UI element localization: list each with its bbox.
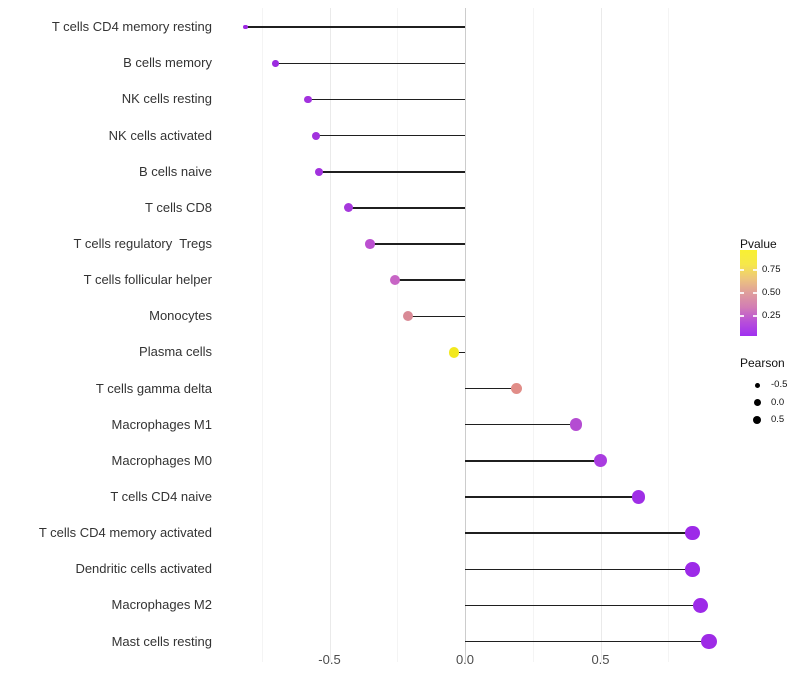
gridline-major	[600, 8, 602, 662]
gridline-minor	[532, 8, 534, 662]
pearson-legend-title: Pearson	[740, 356, 785, 370]
lollipop-dot	[243, 24, 248, 30]
lollipop-dot	[448, 347, 460, 358]
category-label: Macrophages M2	[111, 597, 212, 613]
gridline-minor	[261, 8, 263, 662]
pearson-legend-label: -0.5	[771, 379, 788, 390]
lollipop-stick	[465, 640, 709, 643]
lollipop-stick	[408, 315, 465, 318]
lollipop-stick	[465, 387, 517, 390]
lollipop-stick	[465, 568, 693, 571]
lollipop-stick	[315, 134, 465, 137]
lollipop-stick	[348, 207, 465, 209]
lollipop-stick	[370, 243, 465, 245]
category-label: Macrophages M0	[111, 452, 212, 468]
category-label: Plasma cells	[139, 344, 212, 360]
category-label: Monocytes	[149, 308, 212, 324]
gridline-major	[329, 8, 331, 662]
category-label: B cells naive	[139, 163, 212, 179]
colorbar-tick-left	[740, 315, 744, 317]
lollipop-stick	[275, 62, 465, 65]
lollipop-stick	[465, 496, 639, 498]
category-label: T cells regulatory Tregs	[73, 236, 212, 252]
lollipop-stick	[454, 351, 465, 354]
pearson-legend-label: 0.0	[771, 396, 785, 408]
lollipop-stick	[465, 460, 601, 462]
lollipop-dot	[272, 60, 279, 67]
lollipop-dot	[685, 562, 700, 577]
x-tick-label: -0.5	[318, 652, 341, 667]
colorbar-tick-right	[753, 269, 757, 271]
lollipop-dot	[594, 454, 607, 468]
colorbar-tick-right	[753, 292, 757, 294]
lollipop-dot	[403, 311, 414, 322]
gridline-zero	[465, 8, 466, 662]
lollipop-dot	[304, 95, 312, 104]
lollipop-stick	[465, 532, 693, 534]
pearson-legend-dot	[754, 382, 760, 388]
category-label: Mast cells resting	[111, 633, 212, 649]
lollipop-dot	[685, 525, 700, 541]
lollipop-dot	[365, 239, 375, 249]
lollipop-dot	[701, 633, 717, 650]
x-tick-label: 0.5	[591, 652, 610, 667]
lollipop-stick	[307, 98, 465, 101]
gridline-minor	[397, 8, 399, 662]
category-label: T cells CD4 memory activated	[38, 525, 212, 541]
colorbar-tick-left	[740, 292, 744, 294]
lollipop-stick	[465, 423, 577, 426]
category-label: Macrophages M1	[111, 416, 212, 432]
lollipop-stick	[394, 279, 465, 281]
lollipop-stick	[318, 171, 465, 173]
colorbar-tick-label: 0.25	[762, 310, 781, 321]
lollipop-dot	[631, 490, 646, 504]
gridline-minor	[668, 8, 670, 662]
lollipop-stick	[245, 26, 465, 28]
lollipop-dot	[569, 418, 583, 431]
colorbar-tick-label: 0.75	[762, 264, 781, 275]
category-label: B cells memory	[123, 55, 212, 71]
pvalue-colorbar	[740, 250, 757, 336]
category-label: T cells gamma delta	[95, 380, 212, 396]
pearson-legend-label: 0.5	[771, 414, 785, 425]
category-label: T cells CD8	[145, 199, 212, 215]
lollipop-stick	[465, 604, 701, 607]
colorbar-tick-right	[753, 315, 757, 317]
x-tick-label: 0.0	[455, 652, 475, 667]
pearson-legend-dot	[753, 399, 761, 406]
lollipop-dot	[314, 167, 323, 176]
category-label: NK cells activated	[108, 127, 212, 143]
category-label: T cells CD4 naive	[110, 489, 212, 505]
colorbar-tick-label: 0.50	[762, 287, 781, 298]
category-label: T cells follicular helper	[83, 272, 212, 288]
lollipop-dot	[311, 131, 320, 140]
lollipop-dot	[389, 275, 400, 286]
lollipop-dot	[510, 382, 523, 395]
pearson-legend-dot	[752, 415, 762, 425]
lollipop-dot	[343, 203, 353, 213]
category-label: NK cells resting	[121, 91, 212, 107]
category-label: Dendritic cells activated	[75, 561, 212, 577]
category-label: T cells CD4 memory resting	[51, 19, 212, 35]
pvalue-legend-title: Pvalue	[740, 237, 777, 251]
lollipop-dot	[693, 597, 709, 613]
colorbar-tick-left	[740, 269, 744, 271]
